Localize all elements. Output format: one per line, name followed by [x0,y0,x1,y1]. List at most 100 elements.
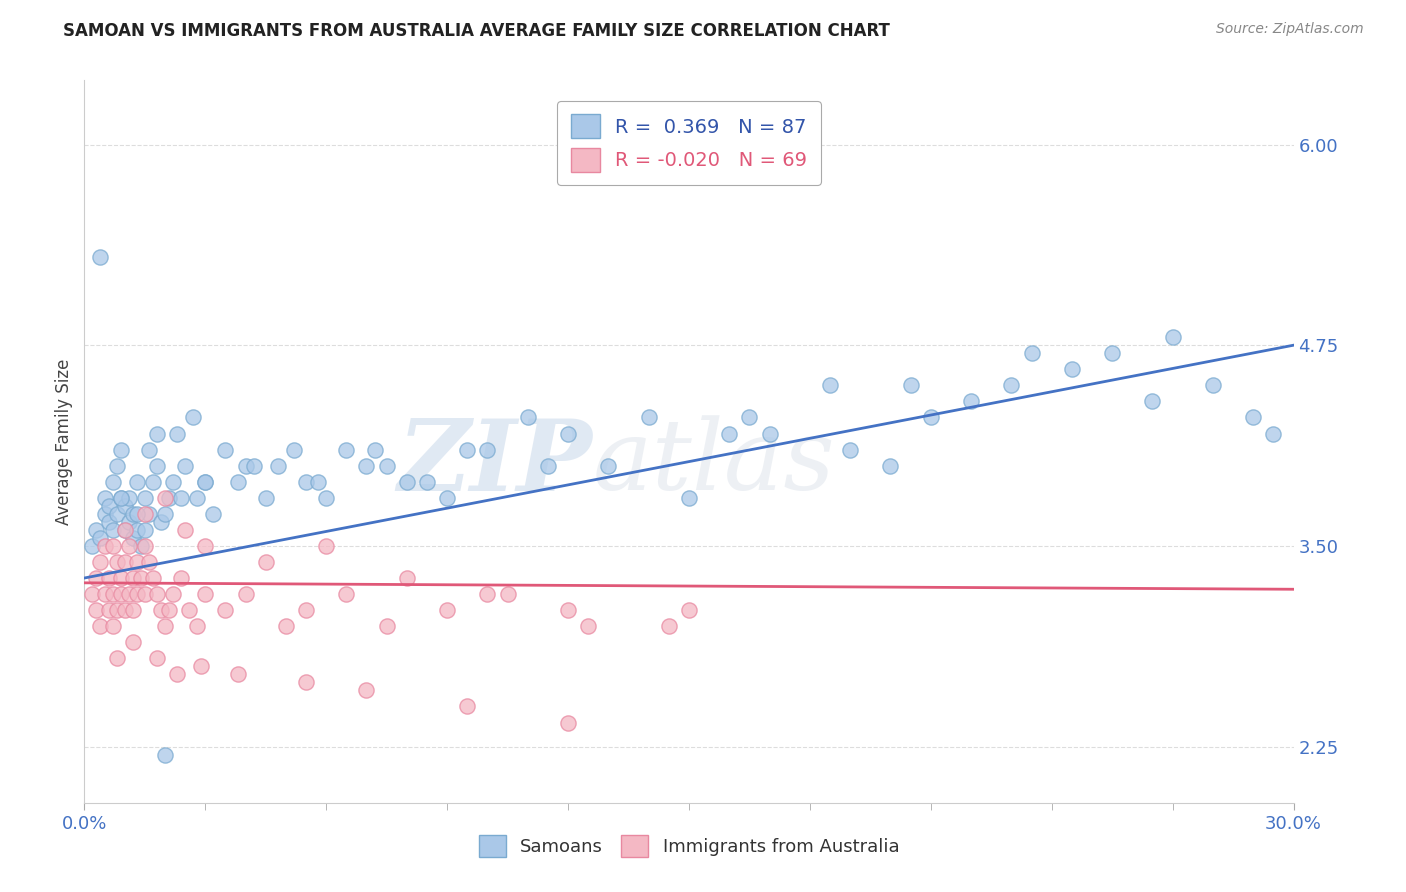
Point [637,410,659,425]
Point [335,442,357,457]
Point [214,603,236,617]
Point [93,539,115,553]
Legend: Samoans, Immigrants from Australia: Samoans, Immigrants from Australia [470,826,908,866]
Point [186,491,208,505]
Point [839,442,862,457]
Point [110,571,132,585]
Point [235,458,257,473]
Point [194,475,217,489]
Point [879,458,901,473]
Point [960,394,983,409]
Point [157,603,180,617]
Point [375,458,398,473]
Point [82,587,104,601]
Point [1060,362,1083,376]
Point [436,603,458,617]
Point [395,571,418,585]
Point [356,683,378,698]
Text: ZIP: ZIP [398,415,592,511]
Point [738,410,761,425]
Point [295,675,318,690]
Point [97,571,120,585]
Point [295,475,318,489]
Point [93,507,115,521]
Point [190,659,212,673]
Point [110,491,132,505]
Point [920,410,942,425]
Point [576,619,599,633]
Point [101,619,124,633]
Point [89,531,111,545]
Point [202,507,225,521]
Point [125,475,148,489]
Point [537,458,560,473]
Y-axis label: Average Family Size: Average Family Size [55,359,73,524]
Point [121,571,143,585]
Point [153,491,176,505]
Point [194,539,217,553]
Point [557,426,579,441]
Point [149,603,172,617]
Point [82,539,104,553]
Point [557,603,579,617]
Point [283,442,305,457]
Point [395,475,418,489]
Point [436,491,458,505]
Point [89,555,111,569]
Point [86,603,108,617]
Point [134,491,156,505]
Point [226,475,249,489]
Point [170,491,193,505]
Point [101,587,124,601]
Point [186,619,208,633]
Point [274,619,297,633]
Point [121,507,143,521]
Point [254,555,277,569]
Point [1142,394,1164,409]
Point [86,523,108,537]
Point [267,458,290,473]
Point [194,475,217,489]
Point [93,491,115,505]
Point [125,555,148,569]
Point [295,603,318,617]
Point [315,491,337,505]
Point [214,442,236,457]
Point [557,715,579,730]
Point [89,619,111,633]
Point [93,587,115,601]
Point [162,587,184,601]
Point [477,587,499,601]
Point [89,250,111,264]
Point [166,667,188,681]
Point [1263,426,1285,441]
Point [1202,378,1225,392]
Point [121,635,143,649]
Point [356,458,378,473]
Point [146,458,169,473]
Point [142,571,165,585]
Point [900,378,922,392]
Point [86,571,108,585]
Point [101,539,124,553]
Point [118,539,141,553]
Point [125,507,148,521]
Point [456,699,478,714]
Point [142,475,165,489]
Point [174,458,197,473]
Point [170,571,193,585]
Point [242,458,264,473]
Point [226,667,249,681]
Point [166,426,188,441]
Point [138,442,160,457]
Text: Source: ZipAtlas.com: Source: ZipAtlas.com [1216,22,1364,37]
Point [125,523,148,537]
Point [114,523,136,537]
Point [678,491,700,505]
Point [129,539,152,553]
Point [818,378,841,392]
Point [335,587,357,601]
Point [114,523,136,537]
Point [114,555,136,569]
Point [678,603,700,617]
